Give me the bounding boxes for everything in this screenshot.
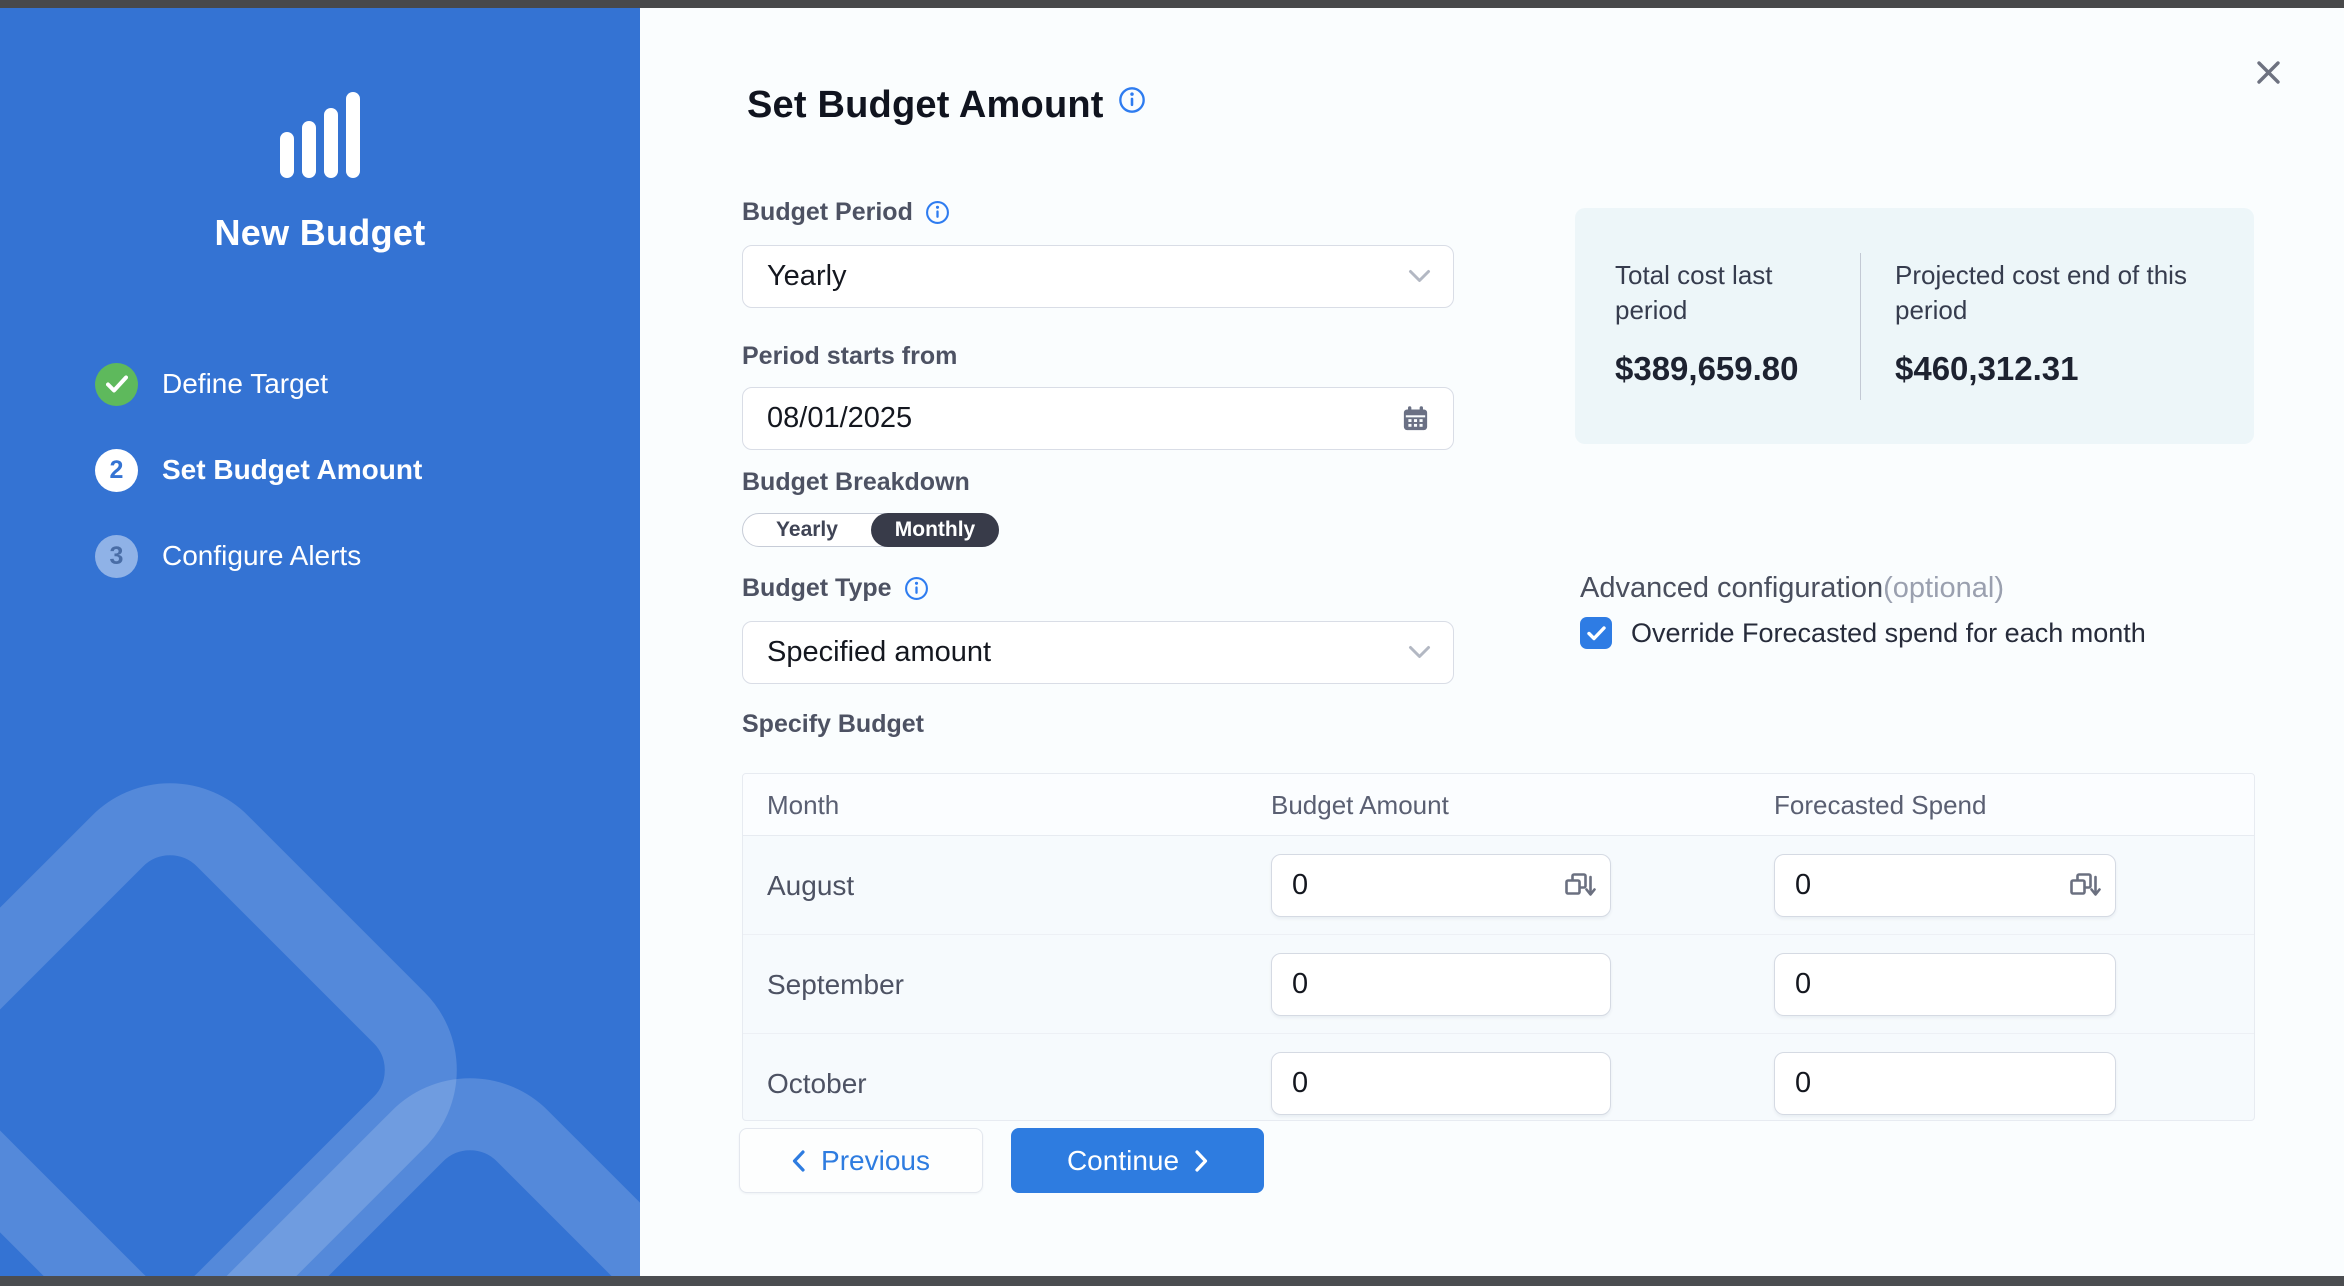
window-bottom-edge xyxy=(0,1276,2344,1286)
bar-chart-logo-icon xyxy=(0,92,640,178)
continue-button[interactable]: Continue xyxy=(1011,1128,1264,1193)
projected-cost-label: Projected cost end of this period xyxy=(1895,260,2187,326)
budget-type-value: Specified amount xyxy=(767,636,992,668)
forecasted-spend-cell xyxy=(1774,1052,2116,1115)
chevron-left-icon xyxy=(792,1149,805,1172)
table-row-october: October xyxy=(743,1034,2254,1120)
divider xyxy=(1860,253,1861,400)
override-forecast-checkbox[interactable] xyxy=(1580,617,1612,649)
budget-amount-cell xyxy=(1271,953,1611,1016)
budget-type-label: Budget Type xyxy=(742,574,929,603)
step-number-badge: 2 xyxy=(95,448,138,492)
period-starts-label: Period starts from xyxy=(742,342,958,370)
forecasted-spend-cell xyxy=(1774,854,2116,917)
step-label: Set Budget Amount xyxy=(162,454,423,485)
budget-period-label: Budget Period xyxy=(742,198,950,227)
month-label: August xyxy=(767,870,855,901)
month-label: October xyxy=(767,1068,867,1099)
period-starts-date-input[interactable] xyxy=(767,402,1327,435)
previous-button-label: Previous xyxy=(821,1144,930,1176)
total-cost-label: Total cost last period xyxy=(1615,260,1773,326)
previous-button[interactable]: Previous xyxy=(739,1128,983,1193)
wizard-title: New Budget xyxy=(214,212,426,253)
page-title: Set Budget Amount xyxy=(747,84,1104,126)
copy-down-icon[interactable] xyxy=(1560,868,1600,904)
set-budget-amount-panel: Set Budget Amount Budget Period Yearly P… xyxy=(640,0,2344,1286)
month-label: September xyxy=(767,969,904,1000)
step-configure-alerts[interactable]: 3 Configure Alerts xyxy=(95,534,422,578)
override-forecast-row: Override Forecasted spend for each month xyxy=(1580,617,2146,649)
chevron-down-icon xyxy=(1408,645,1431,660)
forecasted-spend-input-september[interactable] xyxy=(1775,954,2115,1015)
projected-cost-value: $460,312.31 xyxy=(1895,350,2079,388)
column-header-budget-amount: Budget Amount xyxy=(1271,790,1449,820)
column-header-month: Month xyxy=(767,790,840,820)
budget-amount-cell xyxy=(1271,854,1611,917)
continue-button-label: Continue xyxy=(1066,1144,1180,1176)
chevron-right-icon xyxy=(1195,1149,1208,1172)
forecasted-spend-cell xyxy=(1774,953,2116,1016)
info-icon[interactable] xyxy=(925,200,950,225)
info-icon[interactable] xyxy=(904,576,929,601)
forecasted-spend-input-august[interactable] xyxy=(1775,855,2115,916)
close-icon[interactable] xyxy=(2248,52,2288,92)
column-header-forecasted-spend: Forecasted Spend xyxy=(1774,790,1987,820)
budget-type-select[interactable]: Specified amount xyxy=(742,621,1454,684)
step-define-target[interactable]: Define Target xyxy=(95,362,422,406)
step-set-budget-amount[interactable]: 2 Set Budget Amount xyxy=(95,448,422,492)
specify-budget-label: Specify Budget xyxy=(742,710,924,738)
budget-period-value: Yearly xyxy=(767,260,847,292)
window-top-edge xyxy=(0,0,2344,8)
budget-amount-cell xyxy=(1271,1052,1611,1115)
optional-hint: (optional) xyxy=(1883,572,2005,604)
chevron-down-icon xyxy=(1408,269,1431,284)
budget-breakdown-label: Budget Breakdown xyxy=(742,468,970,496)
toggle-option-monthly[interactable]: Monthly xyxy=(871,513,999,547)
specify-budget-table: Month Budget Amount Forecasted Spend Aug… xyxy=(742,773,2255,1121)
table-header: Month Budget Amount Forecasted Spend xyxy=(743,774,2254,836)
budget-breakdown-toggle: Yearly Monthly xyxy=(742,513,999,547)
copy-down-icon[interactable] xyxy=(2065,868,2105,904)
override-forecast-label: Override Forecasted spend for each month xyxy=(1631,617,2146,648)
table-row-august: August xyxy=(743,836,2254,935)
info-icon[interactable] xyxy=(1118,86,1146,119)
calendar-icon[interactable] xyxy=(1400,403,1431,434)
page-title-row: Set Budget Amount xyxy=(747,84,1146,127)
wizard-steps: Define Target 2 Set Budget Amount 3 Conf… xyxy=(95,362,422,620)
budget-period-select[interactable]: Yearly xyxy=(742,245,1454,308)
budget-amount-input-september[interactable] xyxy=(1272,954,1610,1015)
step-label: Configure Alerts xyxy=(162,540,362,571)
step-number-badge: 3 xyxy=(95,534,138,578)
advanced-configuration-title: Advanced configuration(optional) xyxy=(1580,572,2005,604)
cost-summary-card: Total cost last period $389,659.80 Proje… xyxy=(1575,208,2254,444)
toggle-option-yearly[interactable]: Yearly xyxy=(776,518,838,541)
step-label: Define Target xyxy=(162,368,329,399)
table-row-september: September xyxy=(743,935,2254,1034)
check-circle-icon xyxy=(95,362,138,406)
forecasted-spend-input-october[interactable] xyxy=(1775,1053,2115,1114)
wizard-sidebar: New Budget Define Target 2 Set Budget Am… xyxy=(0,0,640,1286)
total-cost-value: $389,659.80 xyxy=(1615,350,1799,388)
budget-amount-input-august[interactable] xyxy=(1272,855,1610,916)
period-starts-date-field[interactable] xyxy=(742,387,1454,450)
budget-amount-input-october[interactable] xyxy=(1272,1053,1610,1114)
